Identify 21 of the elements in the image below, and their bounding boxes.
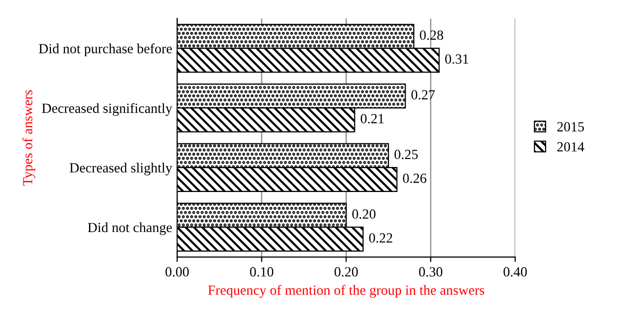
x-tick-label: 0.40 [504, 267, 527, 277]
x-tick-label: 0.10 [250, 267, 274, 277]
legend-label: 2014 [557, 142, 584, 152]
data-label: 0.31 [445, 54, 468, 64]
y-tick-label: Decreased slightly [70, 162, 172, 176]
data-label: 0.27 [411, 90, 435, 100]
x-tick-label: 0.30 [419, 267, 442, 277]
y-tick-label: Did not change [88, 222, 172, 236]
data-label: 0.22 [369, 233, 392, 243]
x-tick-label: 0.20 [334, 267, 358, 277]
data-label: 0.26 [402, 174, 426, 184]
x-tick-label: 0.00 [166, 267, 189, 277]
data-label: 0.25 [394, 150, 418, 160]
data-label: 0.28 [420, 30, 444, 40]
x-axis-title: Frequency of mention of the group in the answers [208, 284, 484, 298]
data-label: 0.20 [352, 209, 376, 219]
data-label: 0.21 [360, 114, 384, 124]
y-axis-title: Types of answers [22, 90, 36, 186]
y-tick-label: Did not purchase before [38, 43, 172, 56]
legend-label: 2015 [557, 122, 584, 132]
y-tick-label: Decreased significantly [42, 103, 172, 116]
